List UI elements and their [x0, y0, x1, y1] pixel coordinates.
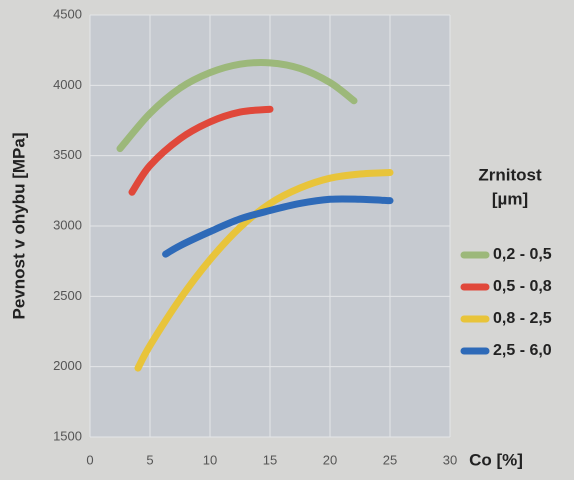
x-tick-label: 15	[263, 452, 277, 467]
y-axis-label: Pevnost v ohybu [MPa]	[9, 132, 28, 319]
y-tick-label: 4500	[53, 6, 82, 21]
series-line	[128, 105, 274, 196]
legend-label: 2,5 - 6,0	[493, 342, 552, 359]
x-tick-label: 0	[86, 452, 93, 467]
x-tick-label: 5	[146, 452, 153, 467]
legend-title: [µm]	[492, 189, 528, 208]
x-tick-label: 25	[383, 452, 397, 467]
y-tick-label: 2500	[53, 288, 82, 303]
series-line	[116, 59, 358, 153]
legend-label: 0,5 - 0,8	[493, 278, 552, 295]
y-tick-label: 4000	[53, 77, 82, 92]
y-tick-label: 3000	[53, 217, 82, 232]
x-axis-label: Co [%]	[469, 450, 523, 469]
y-tick-label: 3500	[53, 147, 82, 162]
y-tick-label: 2000	[53, 358, 82, 373]
y-tick-label: 1500	[53, 428, 82, 443]
x-tick-label: 30	[443, 452, 457, 467]
x-tick-label: 20	[323, 452, 337, 467]
series-line	[162, 195, 394, 258]
legend-title: Zrnitost	[478, 165, 542, 184]
x-tick-label: 10	[203, 452, 217, 467]
legend-label: 0,2 - 0,5	[493, 246, 552, 263]
legend-label: 0,8 - 2,5	[493, 310, 552, 327]
